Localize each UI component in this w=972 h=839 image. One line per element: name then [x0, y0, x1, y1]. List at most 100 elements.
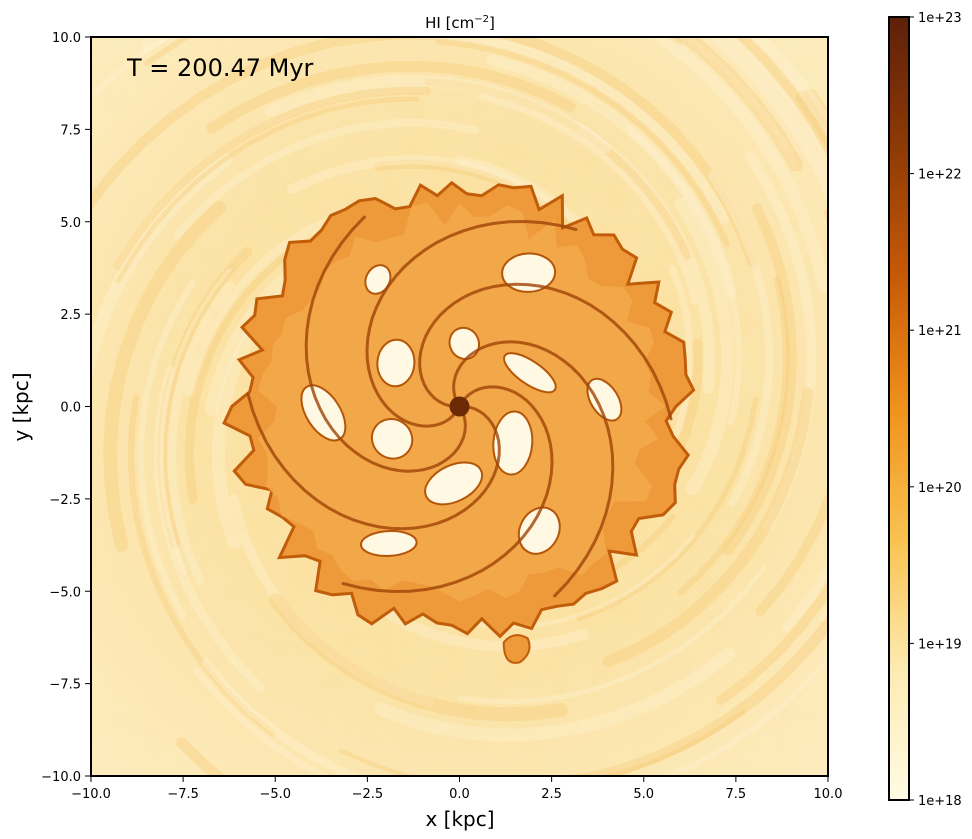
- x-tick-label: −5.0: [259, 787, 291, 802]
- y-tick-label: 5.0: [60, 216, 81, 231]
- gas-streak: [675, 37, 804, 172]
- gas-streak: [726, 37, 828, 171]
- x-tick-label: −2.5: [352, 787, 384, 802]
- spiral-arm: [365, 219, 578, 428]
- disk-hole: [370, 418, 414, 460]
- disk-hole: [492, 410, 534, 476]
- gas-streak: [374, 647, 736, 742]
- colorbar-tick-label: 1e+19: [918, 637, 962, 652]
- time-annotation: T = 200.47 Myr: [126, 54, 314, 82]
- gas-streak: [436, 38, 730, 248]
- y-tick-label: −7.5: [49, 678, 81, 693]
- x-tick-label: 7.5: [726, 787, 747, 802]
- gas-streak: [91, 153, 233, 384]
- x-tick-label: −7.5: [167, 787, 199, 802]
- gas-streak: [157, 246, 253, 549]
- gas-streak: [193, 667, 330, 776]
- x-axis-label: x [kpc]: [425, 807, 494, 831]
- gas-streak: [265, 74, 611, 154]
- spiral-arm: [418, 282, 673, 421]
- spiral-arm: [304, 215, 467, 473]
- gas-streak: [678, 37, 799, 170]
- gas-streak: [153, 365, 265, 693]
- gas-streak: [625, 125, 742, 426]
- gas-streak: [103, 200, 226, 552]
- colorbar-tick-label: 1e+21: [918, 324, 962, 339]
- gas-streak: [493, 37, 758, 268]
- colorbar-tick-label: 1e+20: [918, 481, 962, 496]
- outer-streaks: [91, 37, 828, 776]
- gas-streak: [228, 494, 435, 707]
- y-tick-label: 7.5: [60, 123, 81, 138]
- gas-streak: [407, 37, 729, 224]
- y-axis-ticks: −10.0 −7.5 −5.0 −2.5 0.0 2.5 5.0 7.5 10.0: [41, 31, 91, 785]
- colorbar-tick-label: 1e+18: [918, 794, 962, 809]
- gas-streak: [286, 154, 555, 210]
- gas-streak: [602, 387, 814, 668]
- gas-streak: [748, 37, 828, 140]
- colorbar-tick-label: 1e+23: [918, 11, 962, 26]
- spiral-arms: [246, 215, 673, 598]
- disk-hole: [360, 530, 418, 557]
- y-tick-label: −10.0: [41, 770, 81, 785]
- gas-streak: [567, 614, 828, 776]
- disk-tail: [502, 634, 531, 664]
- gas-streak: [661, 654, 828, 776]
- gas-streak: [112, 87, 431, 271]
- disk-hole: [517, 506, 561, 555]
- gas-streak: [127, 394, 276, 737]
- gas-streak: [184, 246, 296, 505]
- colorbar: [888, 16, 910, 801]
- y-axis-label: y [kpc]: [9, 372, 33, 441]
- gas-streak: [576, 125, 716, 395]
- disk-holes: [300, 252, 623, 557]
- x-tick-label: −10.0: [71, 787, 111, 802]
- gas-streak: [722, 203, 797, 556]
- gas-streak: [706, 37, 828, 204]
- disk-hole: [586, 377, 623, 422]
- x-axis-ticks: −10.0 −7.5 −5.0 −2.5 0.0 2.5 5.0 7.5 10.0: [71, 776, 842, 802]
- gas-streak: [674, 197, 735, 496]
- y-tick-label: 0.0: [60, 401, 81, 416]
- x-tick-label: 2.5: [541, 787, 562, 802]
- disk-hole: [376, 338, 416, 388]
- gas-streak: [173, 119, 479, 240]
- spiral-arm: [246, 392, 501, 531]
- gas-streak: [159, 267, 232, 575]
- gas-streak: [685, 37, 795, 155]
- y-tick-label: 10.0: [52, 31, 81, 46]
- gas-streak: [167, 280, 235, 586]
- gas-streak: [91, 37, 440, 212]
- colorbar-ticks: 1e+18 1e+19 1e+20 1e+21 1e+22 1e+23: [909, 11, 962, 809]
- x-tick-label: 5.0: [633, 787, 654, 802]
- plot-area: [91, 37, 828, 776]
- disk-hole: [501, 252, 557, 293]
- gas-streak: [486, 54, 737, 299]
- spiral-arm: [341, 385, 554, 594]
- disk-hole: [424, 461, 484, 506]
- gas-streak: [477, 93, 698, 305]
- x-tick-label: 10.0: [814, 787, 843, 802]
- gas-streak: [745, 151, 817, 532]
- gas-streak: [269, 593, 568, 722]
- y-tick-label: −5.0: [49, 585, 81, 600]
- spiral-arm: [452, 340, 615, 598]
- gas-streak: [91, 37, 173, 101]
- gas-streak: [112, 87, 428, 272]
- gas-streak: [424, 77, 692, 260]
- gas-streak: [677, 276, 790, 596]
- disk-hole: [448, 326, 481, 361]
- disk-hole: [503, 352, 557, 394]
- x-tick-label: 0.0: [449, 787, 470, 802]
- galactic-center: [449, 396, 470, 417]
- gas-streak: [755, 208, 828, 617]
- y-tick-label: 2.5: [60, 308, 81, 323]
- gas-streak: [708, 171, 773, 507]
- gas-streak: [715, 580, 828, 706]
- gas-streak: [206, 60, 576, 134]
- gas-streak: [648, 37, 828, 293]
- gas-streak: [116, 96, 420, 284]
- gas-streak: [457, 565, 767, 705]
- gas-streak: [201, 658, 364, 776]
